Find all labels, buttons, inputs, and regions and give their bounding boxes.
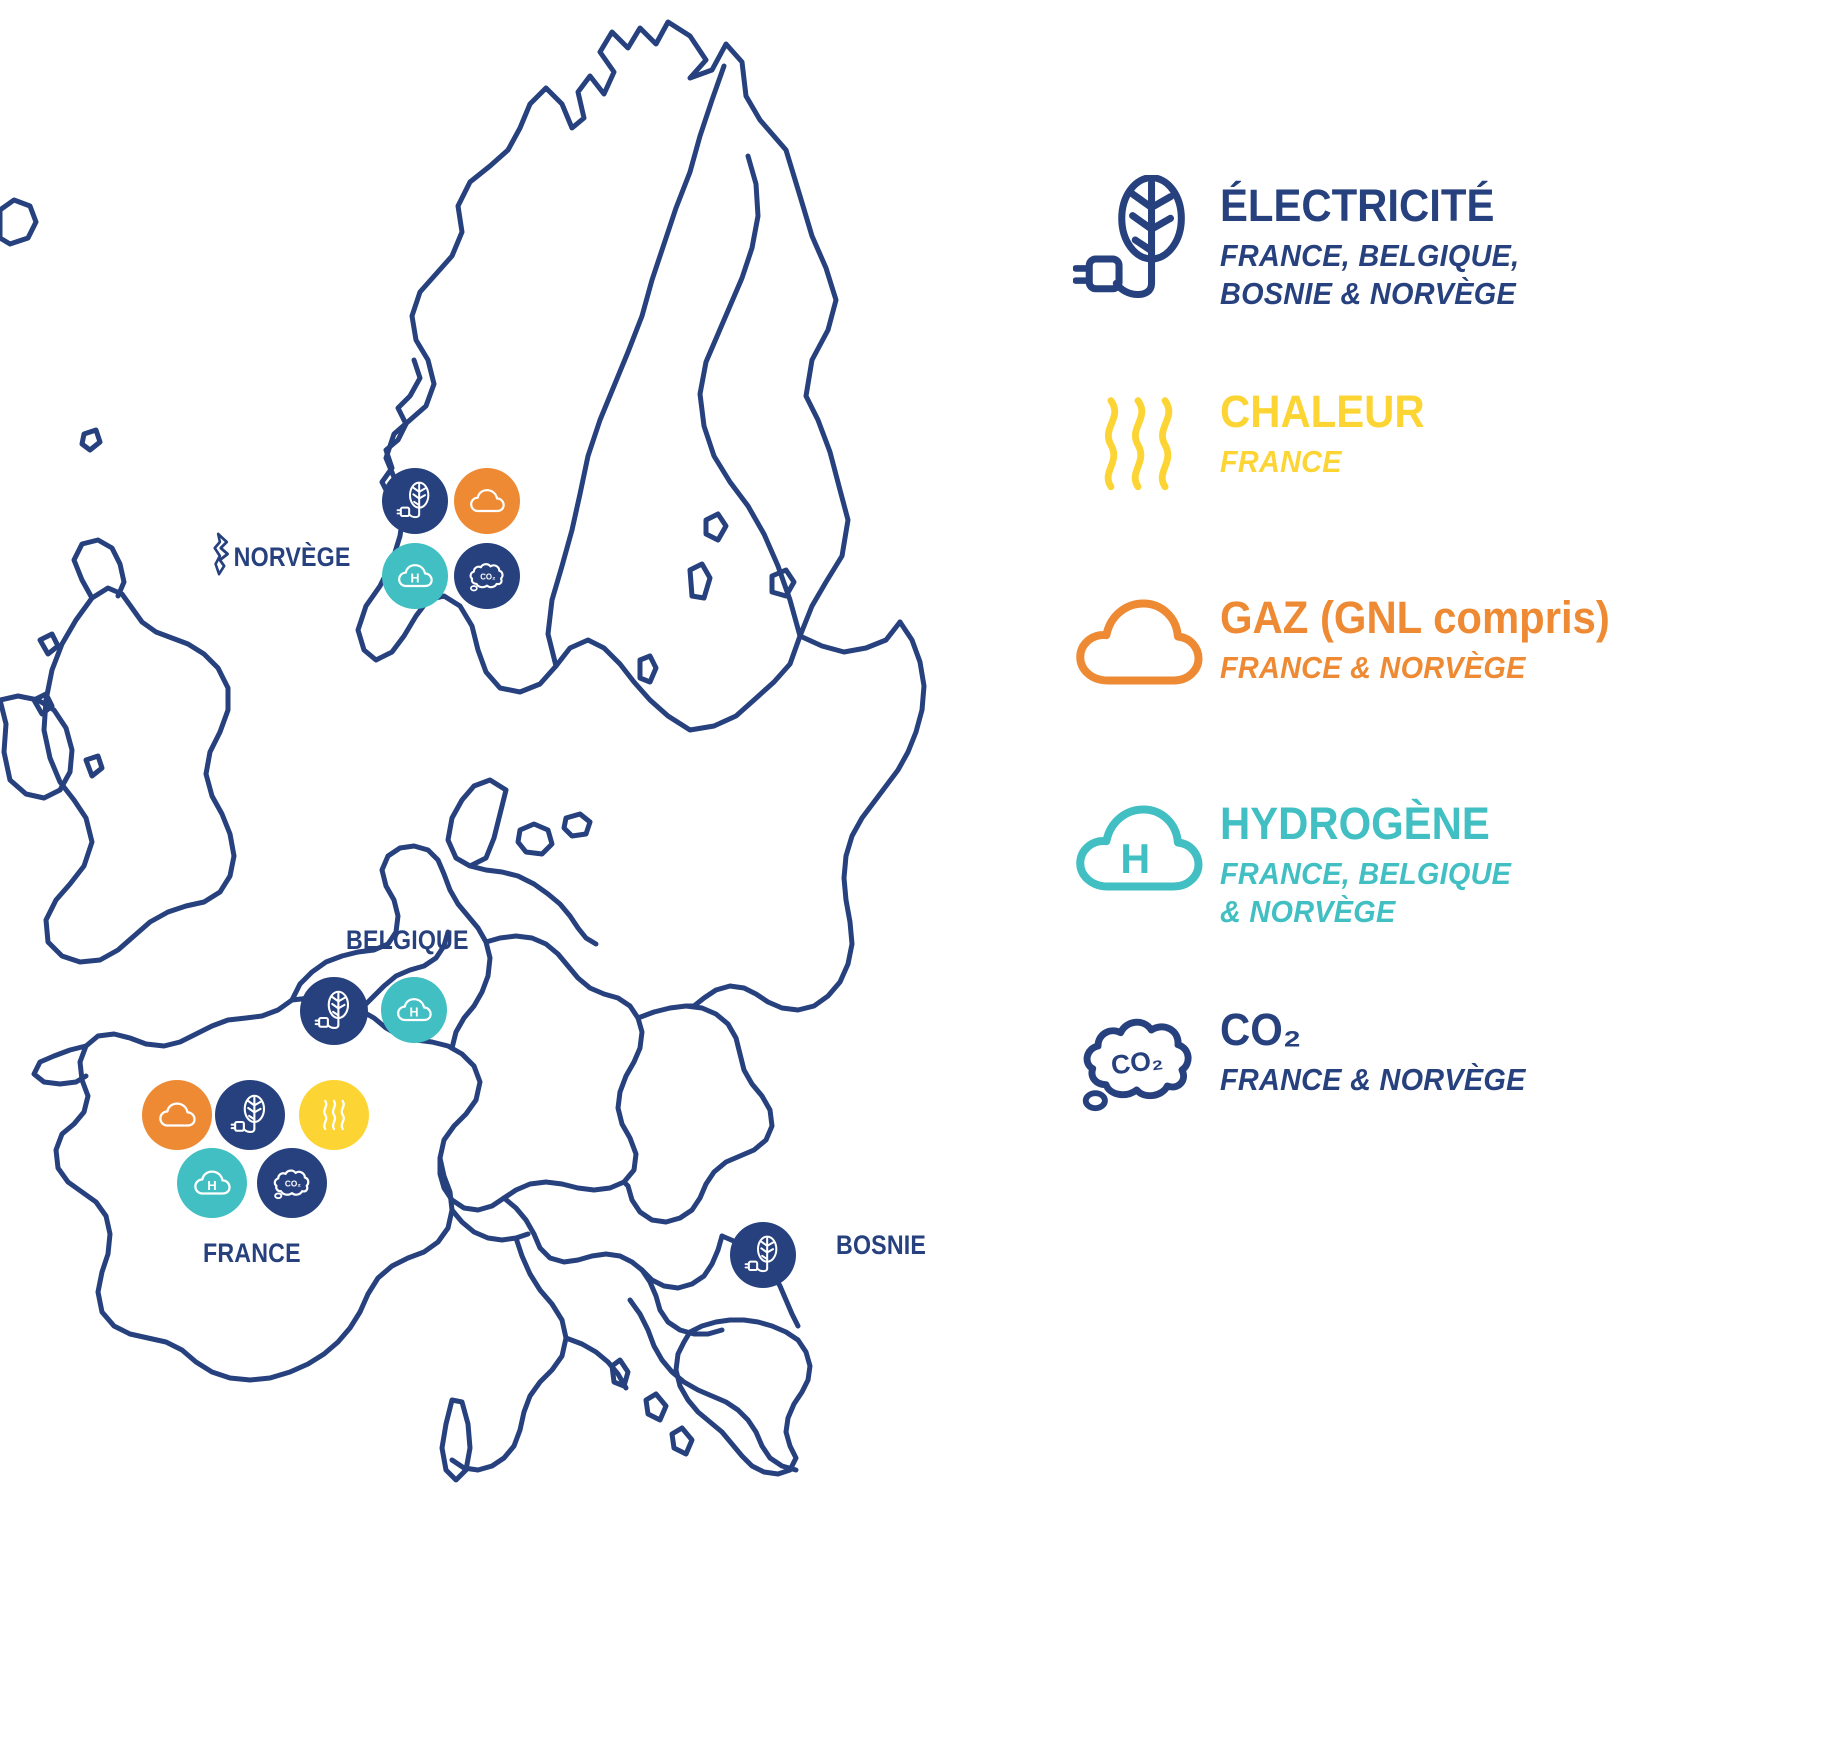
legend-item-chaleur[interactable]: CHALEUR FRANCE <box>1055 381 1841 531</box>
legend-countries-hydrogene: FRANCE, BELGIQUE & NORVÈGE <box>1220 856 1512 929</box>
cloud-icon <box>470 489 505 513</box>
cloud-h-icon: H <box>194 1170 231 1195</box>
leaf-plug-icon <box>1072 175 1185 299</box>
leaf-plug-icon <box>396 481 430 519</box>
marker-france-hydrogene[interactable]: H <box>177 1148 247 1218</box>
heat-waves-icon <box>1104 397 1172 491</box>
cloud-icon <box>159 1102 196 1127</box>
legend-item-hydrogene[interactable]: H HYDROGÈNE FRANCE, BELGIQUE & NORVÈGE <box>1055 793 1841 943</box>
marker-france-chaleur[interactable] <box>299 1080 369 1150</box>
legend-title-gaz: GAZ (GNL compris) <box>1220 592 1610 643</box>
norway-outline-marker-icon <box>213 532 229 576</box>
legend-item-gaz[interactable]: GAZ (GNL compris) FRANCE & NORVÈGE <box>1055 587 1841 737</box>
svg-text:H: H <box>207 1178 216 1193</box>
legend-icon-gaz <box>1055 587 1220 697</box>
heat-waves-icon <box>323 1099 345 1131</box>
cloud-h-icon: H <box>397 998 432 1022</box>
marker-norvege-co2[interactable]: CO₂ <box>454 543 520 609</box>
marker-france-co2[interactable]: CO₂ <box>257 1148 327 1218</box>
legend-item-co2[interactable]: CO₂ CO₂ FRANCE & NORVÈGE <box>1055 999 1841 1149</box>
legend-countries-electricite: FRANCE, BELGIQUE, BOSNIE & NORVÈGE <box>1220 238 1520 311</box>
marker-norvege-gaz[interactable] <box>454 468 520 534</box>
country-label-belgique: BELGIQUE <box>346 925 469 955</box>
country-label-norvege: NORVÈGE <box>213 532 351 576</box>
cloud-h-icon: H <box>398 564 433 588</box>
svg-text:H: H <box>410 572 419 586</box>
svg-text:H: H <box>1120 836 1150 882</box>
legend-countries-co2: FRANCE & NORVÈGE <box>1220 1062 1526 1097</box>
legend-title-chaleur: CHALEUR <box>1220 386 1425 437</box>
country-label-france: FRANCE <box>203 1238 301 1268</box>
svg-text:CO₂: CO₂ <box>285 1180 301 1189</box>
leaf-plug-icon <box>230 1094 266 1134</box>
europe-map-outline <box>0 19 927 1483</box>
cloud-icon <box>1075 599 1202 685</box>
legend-item-electricite[interactable]: ÉLECTRICITÉ FRANCE, BELGIQUE, BOSNIE & N… <box>1055 175 1841 325</box>
marker-norvege-electricite[interactable] <box>382 468 448 534</box>
legend-title-electricite: ÉLECTRICITÉ <box>1220 180 1495 231</box>
marker-france-electricite[interactable] <box>215 1080 285 1150</box>
marker-belgique-electricite[interactable] <box>300 977 368 1045</box>
legend-icon-hydrogene: H <box>1055 793 1220 903</box>
country-label-bosnie: BOSNIE <box>836 1230 927 1260</box>
svg-text:CO₂: CO₂ <box>480 573 496 582</box>
marker-bosnie-electricite[interactable] <box>730 1222 796 1288</box>
cloud-co2-icon: CO₂ <box>1082 1018 1191 1112</box>
legend-title-co2: CO₂ <box>1220 1004 1302 1055</box>
leaf-plug-icon <box>314 990 350 1030</box>
cloud-co2-icon: CO₂ <box>469 563 504 592</box>
legend-countries-gaz: FRANCE & NORVÈGE <box>1220 650 1526 685</box>
legend-icon-electricite <box>1055 175 1220 305</box>
marker-belgique-hydrogene[interactable]: H <box>381 977 447 1043</box>
marker-norvege-hydrogene[interactable]: H <box>382 543 448 609</box>
svg-text:CO₂: CO₂ <box>1109 1044 1164 1080</box>
cloud-co2-icon: CO₂ <box>273 1169 310 1200</box>
leaf-plug-icon <box>744 1235 778 1273</box>
europe-map-panel: NORVÈGE BELGIQUE FRANCE BOSNIE H CO₂ <box>0 19 927 1483</box>
legend-countries-chaleur: FRANCE <box>1220 444 1342 479</box>
cloud-h-icon: H <box>1075 805 1202 891</box>
energy-legend: ÉLECTRICITÉ FRANCE, BELGIQUE, BOSNIE & N… <box>1055 175 1841 1205</box>
marker-france-gaz[interactable] <box>142 1080 212 1150</box>
legend-title-hydrogene: HYDROGÈNE <box>1220 798 1490 849</box>
legend-icon-chaleur <box>1055 381 1220 499</box>
svg-text:H: H <box>409 1006 418 1020</box>
legend-icon-co2: CO₂ <box>1055 999 1220 1117</box>
